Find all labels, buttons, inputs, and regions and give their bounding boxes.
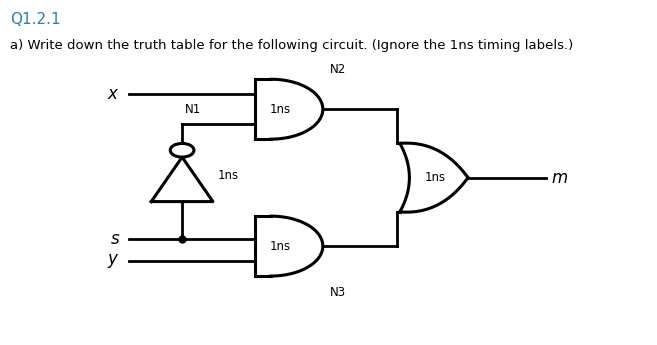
Text: 1ns: 1ns <box>217 169 238 183</box>
Text: 1ns: 1ns <box>424 171 446 184</box>
Text: a) Write down the truth table for the following circuit. (Ignore the 1ns timing : a) Write down the truth table for the fo… <box>11 39 574 52</box>
Text: 1ns: 1ns <box>270 103 291 116</box>
Text: $m$: $m$ <box>551 169 568 187</box>
Text: Q1.2.1: Q1.2.1 <box>11 12 61 27</box>
Text: $x$: $x$ <box>108 85 120 103</box>
Text: N2: N2 <box>330 63 346 76</box>
Text: $s$: $s$ <box>110 230 120 248</box>
Text: $y$: $y$ <box>108 252 120 270</box>
Text: N1: N1 <box>185 102 201 116</box>
Text: N3: N3 <box>330 286 346 299</box>
Text: 1ns: 1ns <box>270 239 291 253</box>
